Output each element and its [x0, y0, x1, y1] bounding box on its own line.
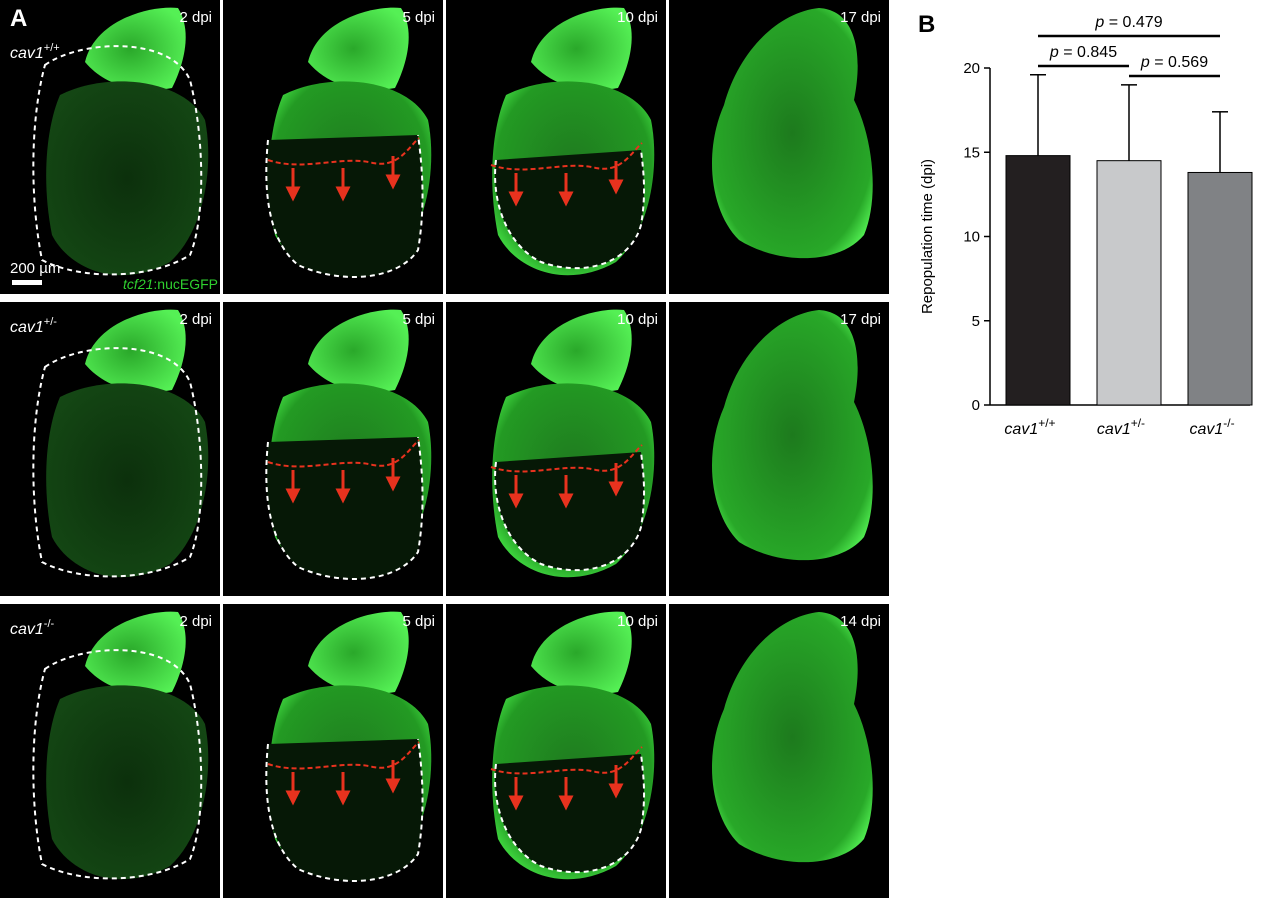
- genotype-label: cav1+/+: [10, 42, 60, 62]
- y-tick-label: 15: [963, 144, 980, 161]
- micrograph-tile: 5 dpi: [223, 302, 443, 596]
- x-tick-label: cav1+/+: [1004, 416, 1055, 438]
- injured-region: [495, 452, 645, 571]
- reporter-label: tcf21:nucEGFP: [123, 276, 218, 292]
- micrograph-tile: 2 dpi cav1+/+: [0, 0, 220, 294]
- timepoint-label: 14 dpi: [840, 613, 881, 630]
- injury-outline: [32, 45, 203, 276]
- regenerated-heart: [712, 8, 873, 259]
- scale-bar-label: 200 µm: [10, 260, 60, 277]
- micrograph-tile: 10 dpi: [446, 302, 666, 596]
- injury-outline: [265, 738, 424, 882]
- timepoint-label: 2 dpi: [179, 613, 212, 630]
- p-value-label: p = 0.569: [1140, 54, 1208, 71]
- regeneration-front: [490, 444, 643, 473]
- panel-b-bar-chart: 0 5 10 15 20 Repopulation time (dpi) cav1+/+ ca…: [919, 14, 1253, 438]
- regeneration-front: [490, 746, 643, 775]
- ventricle: [46, 685, 209, 880]
- timepoint-label: 10 dpi: [617, 311, 658, 328]
- outflow-tract: [85, 309, 186, 392]
- regeneration-front: [267, 439, 420, 468]
- y-tick-label: 5: [972, 313, 980, 330]
- micrograph-tile: 5 dpi: [223, 604, 443, 898]
- p-value-label: p = 0.845: [1049, 44, 1117, 61]
- micrograph-tile: 2 dpi cav1+/-: [0, 302, 220, 596]
- micrograph-tile: 17 dpi: [669, 302, 889, 596]
- ventricle: [46, 383, 209, 578]
- micrograph-tile: 2 dpi cav1-/-: [0, 604, 220, 898]
- regenerated-heart: [712, 310, 873, 561]
- injury-outline: [494, 451, 646, 572]
- outflow-tract: [531, 7, 632, 90]
- outflow-tract: [308, 7, 409, 90]
- x-tick-label: cav1+/-: [1097, 416, 1145, 438]
- y-tick-label: 20: [963, 60, 980, 77]
- ventricle: [46, 81, 209, 276]
- injured-region: [266, 135, 423, 277]
- regeneration-front: [490, 142, 643, 171]
- genotype-label: cav1+/-: [10, 316, 57, 336]
- injury-outline: [265, 436, 424, 580]
- panel-b-label: B: [918, 11, 935, 38]
- injured-region: [266, 437, 423, 579]
- panel-a-micrograph-grid: 2 dpi cav1+/+ 5 dpi 10 dpi 17 dpi 2 dpi cav1+/…: [0, 0, 889, 898]
- outflow-tract: [85, 7, 186, 90]
- timepoint-label: 5 dpi: [402, 9, 435, 26]
- regeneration-front: [267, 137, 420, 166]
- micrograph-tile: 10 dpi: [446, 604, 666, 898]
- regenerated-heart: [712, 612, 873, 863]
- timepoint-label: 5 dpi: [402, 613, 435, 630]
- y-tick-label: 0: [972, 397, 980, 414]
- micrograph-tile: 14 dpi: [669, 604, 889, 898]
- micrograph-tile: 5 dpi: [223, 0, 443, 294]
- timepoint-label: 17 dpi: [840, 311, 881, 328]
- outflow-tract: [531, 309, 632, 392]
- timepoint-label: 17 dpi: [840, 9, 881, 26]
- timepoint-label: 2 dpi: [179, 311, 212, 328]
- injury-outline: [265, 134, 424, 278]
- y-axis-label: Repopulation time (dpi): [919, 159, 936, 314]
- bar: [1096, 160, 1162, 406]
- injured-region: [495, 754, 645, 873]
- panel-a-label: A: [10, 5, 27, 32]
- timepoint-label: 10 dpi: [617, 9, 658, 26]
- outflow-tract: [308, 611, 409, 694]
- micrograph-tile: 17 dpi: [669, 0, 889, 294]
- genotype-label: cav1-/-: [10, 618, 55, 638]
- bar: [1187, 171, 1253, 406]
- p-value-label: p = 0.479: [1094, 14, 1162, 31]
- micrograph-tile: 10 dpi: [446, 0, 666, 294]
- x-tick-label: cav1-/-: [1189, 416, 1234, 438]
- injury-outline: [494, 753, 646, 874]
- outflow-tract: [531, 611, 632, 694]
- injury-outline: [32, 649, 203, 880]
- y-tick-label: 10: [963, 229, 980, 246]
- timepoint-label: 5 dpi: [402, 311, 435, 328]
- timepoint-label: 10 dpi: [617, 613, 658, 630]
- scale-bar: [12, 280, 42, 285]
- injured-region: [266, 739, 423, 881]
- timepoint-label: 2 dpi: [179, 9, 212, 26]
- outflow-tract: [85, 611, 186, 694]
- regeneration-front: [267, 741, 420, 770]
- scale-bar-group: 200 µm tcf21:nucEGFP: [10, 260, 218, 292]
- outflow-tract: [308, 309, 409, 392]
- injured-region: [495, 150, 645, 269]
- injury-outline: [32, 347, 203, 578]
- bar: [1005, 155, 1071, 406]
- injury-outline: [494, 149, 646, 270]
